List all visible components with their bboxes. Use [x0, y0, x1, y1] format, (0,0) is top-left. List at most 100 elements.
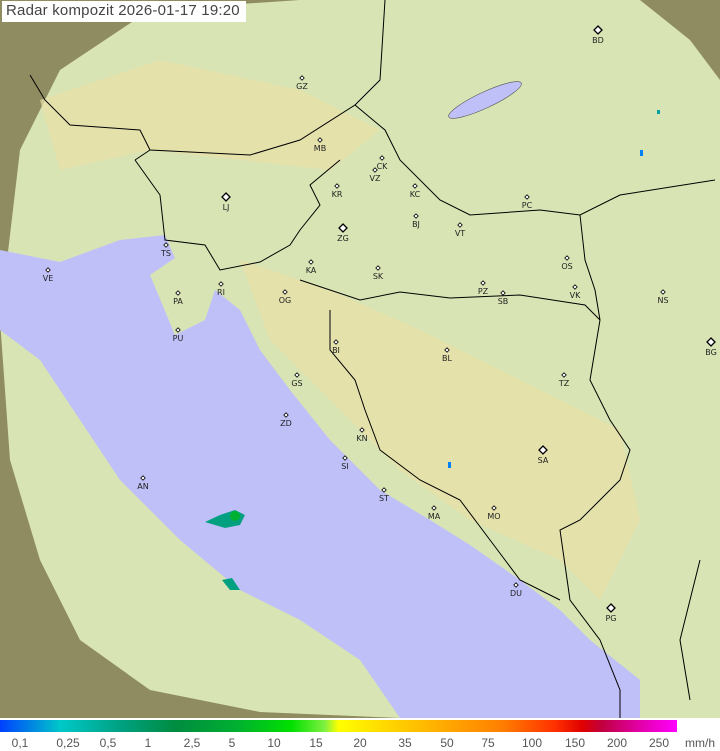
radar-map[interactable]: GZ MB CK VZ KR KC LJ ZG BJ VT PC BD TS VE RI KA SK OS PZ SB… [0, 0, 720, 718]
city-marker-icon [308, 259, 314, 265]
city-st: ST [379, 487, 389, 503]
city-label: MA [428, 512, 441, 521]
city-label: BI [332, 346, 340, 355]
legend-tick: 35 [398, 736, 412, 750]
city-label: NS [657, 296, 668, 305]
mountain-shading [40, 60, 640, 600]
legend-tick: 0,25 [56, 736, 80, 750]
city-pu: PU [173, 327, 184, 343]
city-marker-icon [283, 412, 289, 418]
legend-tick: 0,5 [99, 736, 117, 750]
city-marker-icon [457, 222, 463, 228]
city-label: PU [173, 334, 184, 343]
city-marker-icon [338, 223, 348, 233]
city-ve: VE [43, 267, 53, 283]
city-bg: BG [705, 337, 717, 357]
city-label: PG [605, 614, 616, 623]
city-label: LJ [223, 203, 230, 212]
city-label: PZ [478, 287, 489, 296]
city-marker-icon [163, 242, 169, 248]
city-label: SA [538, 456, 549, 465]
city-kn: KN [356, 427, 368, 443]
radar-echoes [205, 110, 660, 590]
city-marker-icon [513, 582, 519, 588]
city-marker-icon [375, 265, 381, 271]
city-marker-icon [606, 603, 616, 613]
city-marker-icon [444, 347, 450, 353]
city-label: KC [410, 190, 421, 199]
city-label: GZ [296, 82, 308, 91]
city-og: OG [279, 289, 291, 305]
city-sk: SK [373, 265, 384, 281]
city-label: BJ [412, 220, 420, 229]
city-marker-icon [333, 339, 339, 345]
legend-tick: 75 [481, 736, 495, 750]
city-marker-icon [379, 155, 385, 161]
city-marker-icon [561, 372, 567, 378]
city-label: VT [455, 229, 465, 238]
legend-tick: 15 [309, 736, 323, 750]
city-label: KA [306, 266, 317, 275]
city-bd: BD [592, 25, 604, 45]
city-label: AN [137, 482, 148, 491]
legend-unit: mm/h [685, 736, 715, 750]
legend-tick: 250 [648, 736, 670, 750]
city-label: PA [173, 297, 183, 306]
legend-tick: 100 [521, 736, 543, 750]
city-label: KR [332, 190, 343, 199]
city-marker-icon [45, 267, 51, 273]
legend-tick: 20 [353, 736, 367, 750]
city-pc: PC [522, 194, 533, 210]
city-label: MB [314, 144, 326, 153]
city-bl: BL [442, 347, 453, 363]
legend-tick: 2,5 [183, 736, 201, 750]
city-label: SK [373, 272, 384, 281]
city-marker-icon [412, 183, 418, 189]
city-ts: TS [160, 242, 171, 258]
city-label: KN [356, 434, 367, 443]
city-mb: MB [314, 137, 326, 153]
city-os: OS [561, 255, 573, 271]
city-ma: MA [428, 505, 441, 521]
lake-balaton [448, 81, 522, 119]
city-si: SI [341, 455, 349, 471]
city-ri: RI [217, 281, 225, 297]
city-label: TZ [558, 379, 570, 388]
city-label: ST [379, 494, 389, 503]
city-gs: GS [291, 372, 303, 388]
city-marker-icon [413, 213, 419, 219]
city-du: DU [510, 582, 522, 598]
city-marker-icon [564, 255, 570, 261]
city-label: CK [377, 162, 389, 171]
city-label: BD [592, 36, 604, 45]
city-sa: SA [538, 445, 549, 465]
city-marker-icon [706, 337, 716, 347]
city-marker-icon [381, 487, 387, 493]
city-marker-icon [218, 281, 224, 287]
city-label: DU [510, 589, 522, 598]
city-vt: VT [455, 222, 465, 238]
city-marker-icon [372, 167, 378, 173]
city-label: VZ [370, 174, 381, 183]
city-marker-icon [491, 505, 497, 511]
city-marker-icon [175, 290, 181, 296]
city-label: GS [291, 379, 302, 388]
city-marker-icon [334, 183, 340, 189]
country-borders [29, 0, 716, 718]
city-an: AN [137, 475, 149, 491]
city-label: MO [487, 512, 500, 521]
legend-tick: 50 [440, 736, 454, 750]
city-marker-icon [572, 284, 578, 290]
city-label: PC [522, 201, 533, 210]
city-label: SB [498, 297, 509, 306]
city-ck: CK [377, 155, 389, 171]
legend-tick: 0,1 [11, 736, 29, 750]
precipitation-color-scale [0, 720, 677, 732]
city-marker-icon [500, 290, 506, 296]
city-marker-icon [317, 137, 323, 143]
city-bj: BJ [412, 213, 420, 229]
city-label: ZG [337, 234, 349, 243]
city-pa: PA [173, 290, 183, 306]
city-tz: TZ [558, 372, 570, 388]
city-zg: ZG [337, 223, 349, 243]
